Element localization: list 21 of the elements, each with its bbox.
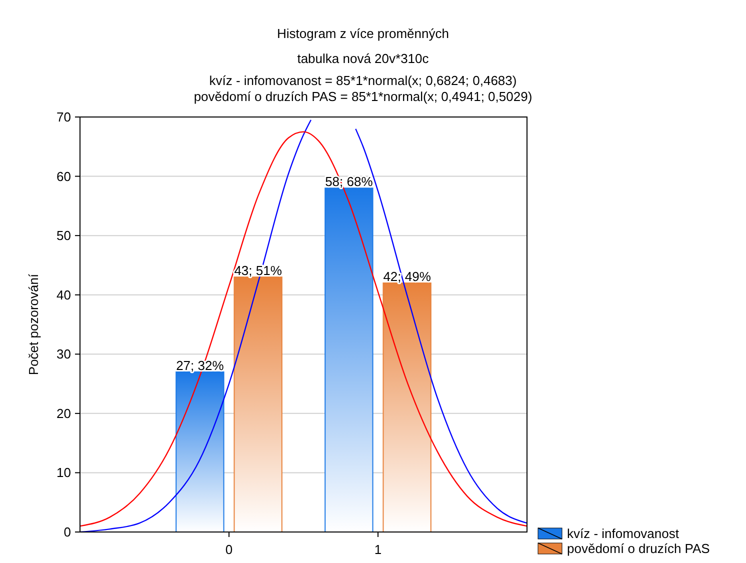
y-tick-label: 70 — [56, 110, 71, 124]
y-tick-label: 60 — [56, 168, 71, 184]
chart-subtitle: tabulka nová 20v*310c — [297, 51, 430, 66]
legend-label: povědomí o druzích PAS — [567, 541, 710, 556]
legend-label: kvíz - infomovanost — [567, 526, 680, 541]
bar — [382, 282, 432, 532]
bar — [234, 276, 282, 532]
y-tick-label: 40 — [56, 287, 71, 302]
text: povědomí o druzích PAS = 85*1*normal(x; 0,4941; 0,5029) — [194, 89, 532, 104]
chart-title: Histogram z více proměnných — [277, 26, 449, 41]
y-tick-label: 30 — [56, 346, 71, 362]
y-tick-label: 20 — [56, 406, 71, 421]
bar — [176, 371, 224, 532]
y-axis-title: Počet pozorování — [26, 274, 41, 376]
data-label: 42; 49% — [383, 269, 432, 284]
x-tick-label: 1 — [374, 542, 382, 557]
text: kvíz - infomovanost = 85*1*normal(x; 0,6824; 0,4683) — [209, 73, 517, 88]
y-tick-label: 0 — [64, 524, 71, 540]
y-tick-label: 10 — [56, 465, 71, 480]
y-tick-label: 50 — [56, 228, 71, 244]
bar — [324, 188, 374, 532]
